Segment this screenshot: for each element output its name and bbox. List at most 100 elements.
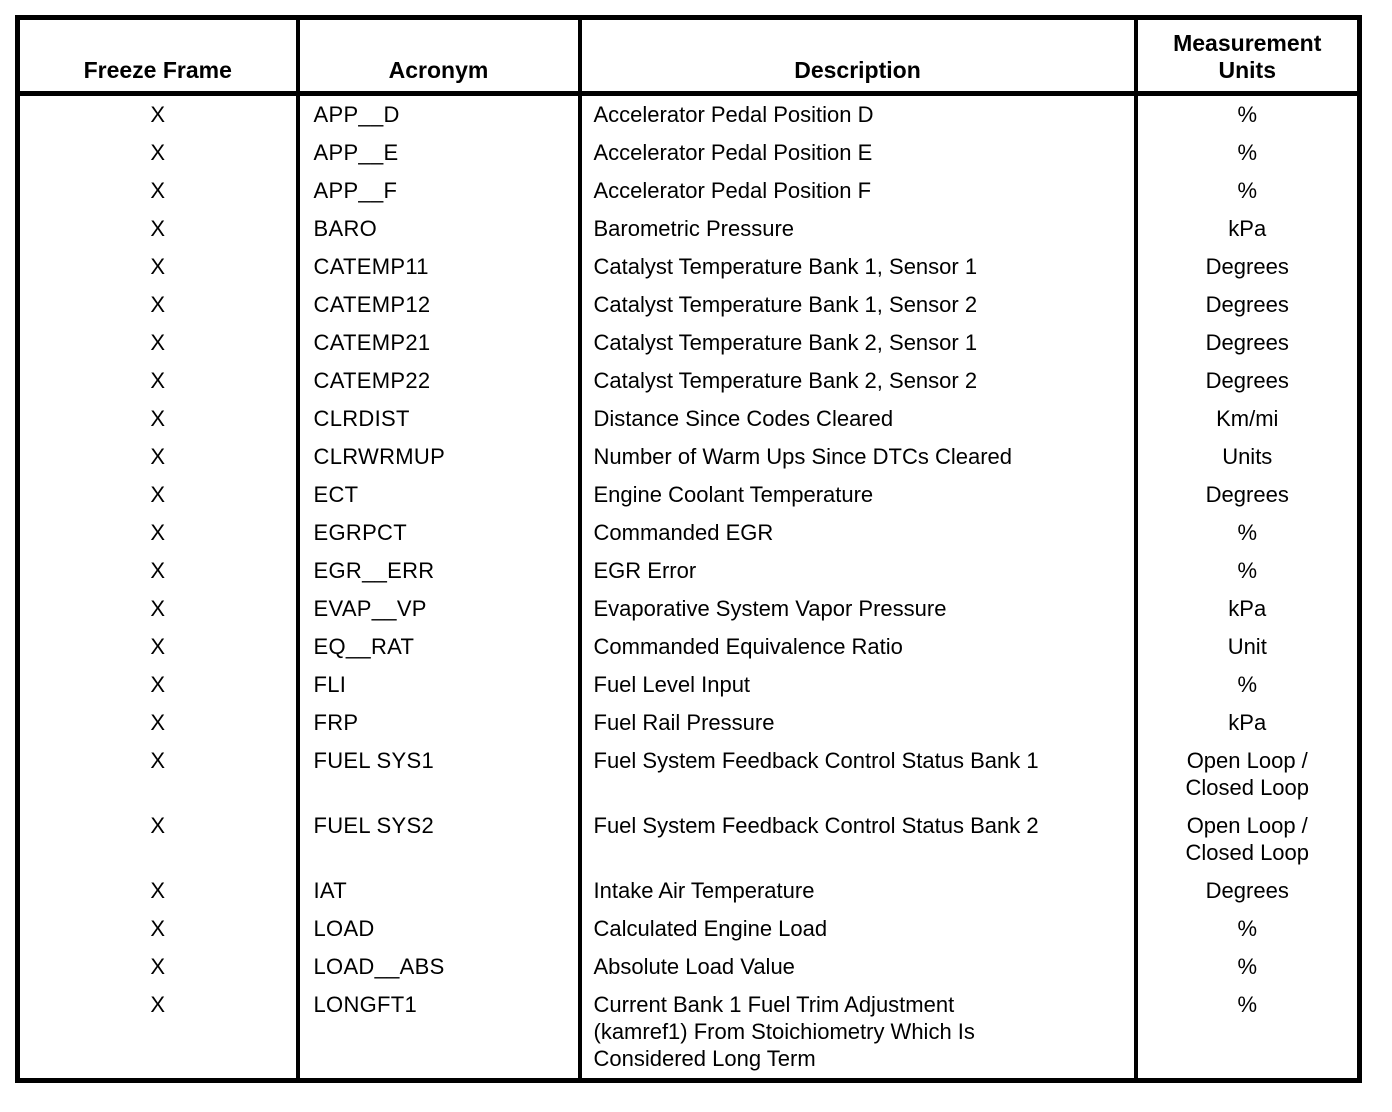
cell-acronym: ECT bbox=[295, 476, 580, 514]
cell-description: Commanded EGR bbox=[577, 514, 1136, 552]
cell-acronym: LONGFT1 bbox=[295, 986, 580, 1081]
cell-freeze-frame: X bbox=[150, 216, 166, 241]
cell-units: % bbox=[1133, 948, 1360, 986]
table-row: X APP__F Accelerator Pedal Position F % bbox=[18, 172, 1360, 210]
cell-acronym: CATEMP21 bbox=[295, 324, 580, 362]
cell-description: Engine Coolant Temperature bbox=[577, 476, 1136, 514]
cell-description: Catalyst Temperature Bank 1, Sensor 2 bbox=[577, 286, 1136, 324]
column-header-description: Description bbox=[577, 17, 1136, 96]
table-row: X EGRPCT Commanded EGR % bbox=[18, 514, 1360, 552]
cell-acronym: EGRPCT bbox=[295, 514, 580, 552]
table-row: X LONGFT1 Current Bank 1 Fuel Trim Adjus… bbox=[18, 986, 1360, 1081]
table-row: X EGR__ERR EGR Error % bbox=[18, 552, 1360, 590]
table-row: X BARO Barometric Pressure kPa bbox=[18, 210, 1360, 248]
cell-description: Intake Air Temperature bbox=[577, 872, 1136, 910]
cell-acronym: CATEMP22 bbox=[295, 362, 580, 400]
table-row: X CATEMP11 Catalyst Temperature Bank 1, … bbox=[18, 248, 1360, 286]
cell-units: % bbox=[1133, 910, 1360, 948]
table-row: X FLI Fuel Level Input % bbox=[18, 666, 1360, 704]
cell-freeze-frame: X bbox=[150, 710, 166, 735]
table-row: X FRP Fuel Rail Pressure kPa bbox=[18, 704, 1360, 742]
cell-description: Catalyst Temperature Bank 1, Sensor 1 bbox=[577, 248, 1136, 286]
table-body: X APP__D Accelerator Pedal Position D % … bbox=[18, 93, 1360, 1081]
cell-description: Commanded Equivalence Ratio bbox=[577, 628, 1136, 666]
cell-acronym: EQ__RAT bbox=[295, 628, 580, 666]
header-row: Freeze Frame Acronym Description Measure… bbox=[17, 17, 1360, 96]
cell-freeze-frame: X bbox=[150, 140, 166, 165]
cell-acronym: EGR__ERR bbox=[295, 552, 580, 590]
cell-units: Open Loop / Closed Loop bbox=[1133, 807, 1360, 872]
cell-description: Accelerator Pedal Position D bbox=[577, 93, 1136, 134]
cell-acronym: APP__F bbox=[295, 172, 580, 210]
cell-freeze-frame: X bbox=[150, 292, 166, 317]
table-row: X CLRDIST Distance Since Codes Cleared K… bbox=[18, 400, 1360, 438]
cell-units: Km/mi bbox=[1133, 400, 1360, 438]
cell-acronym: APP__E bbox=[295, 134, 580, 172]
cell-freeze-frame: X bbox=[150, 878, 166, 903]
cell-description: Barometric Pressure bbox=[577, 210, 1136, 248]
table-row: X LOAD Calculated Engine Load % bbox=[18, 910, 1360, 948]
cell-freeze-frame: X bbox=[150, 672, 166, 697]
cell-freeze-frame: X bbox=[150, 954, 166, 979]
cell-description: Accelerator Pedal Position F bbox=[577, 172, 1136, 210]
cell-units: Degrees bbox=[1133, 872, 1360, 910]
cell-freeze-frame: X bbox=[150, 178, 166, 203]
cell-acronym: CLRDIST bbox=[295, 400, 580, 438]
cell-description: Fuel System Feedback Control Status Bank… bbox=[577, 742, 1136, 807]
column-header-measurement-units: Measurement Units bbox=[1133, 17, 1360, 96]
cell-acronym: LOAD__ABS bbox=[295, 948, 580, 986]
cell-units: % bbox=[1133, 172, 1360, 210]
table-row: X IAT Intake Air Temperature Degrees bbox=[18, 872, 1360, 910]
cell-acronym: APP__D bbox=[295, 93, 580, 134]
table-row: X CATEMP22 Catalyst Temperature Bank 2, … bbox=[18, 362, 1360, 400]
cell-units: Degrees bbox=[1133, 476, 1360, 514]
cell-units: Units bbox=[1133, 438, 1360, 476]
cell-description: Distance Since Codes Cleared bbox=[577, 400, 1136, 438]
table-row: X EQ__RAT Commanded Equivalence Ratio Un… bbox=[18, 628, 1360, 666]
cell-freeze-frame: X bbox=[150, 254, 166, 279]
table-row: X CATEMP12 Catalyst Temperature Bank 1, … bbox=[18, 286, 1360, 324]
table-row: X CATEMP21 Catalyst Temperature Bank 2, … bbox=[18, 324, 1360, 362]
cell-description: Absolute Load Value bbox=[577, 948, 1136, 986]
cell-acronym: IAT bbox=[295, 872, 580, 910]
cell-freeze-frame: X bbox=[150, 444, 166, 469]
column-header-freeze-frame: Freeze Frame bbox=[17, 17, 298, 96]
cell-freeze-frame: X bbox=[150, 916, 166, 941]
table-row: X FUEL SYS1 Fuel System Feedback Control… bbox=[18, 742, 1360, 807]
cell-description: Accelerator Pedal Position E bbox=[577, 134, 1136, 172]
cell-freeze-frame: X bbox=[150, 634, 166, 659]
cell-description: Calculated Engine Load bbox=[577, 910, 1136, 948]
cell-description: Current Bank 1 Fuel Trim Adjustment (kam… bbox=[577, 986, 1136, 1081]
cell-freeze-frame: X bbox=[150, 102, 166, 127]
cell-description: Fuel System Feedback Control Status Bank… bbox=[577, 807, 1136, 872]
cell-acronym: CATEMP11 bbox=[295, 248, 580, 286]
cell-freeze-frame: X bbox=[150, 813, 166, 838]
cell-acronym: LOAD bbox=[295, 910, 580, 948]
table-row: X FUEL SYS2 Fuel System Feedback Control… bbox=[18, 807, 1360, 872]
cell-acronym: FUEL SYS1 bbox=[295, 742, 580, 807]
cell-units: % bbox=[1133, 986, 1360, 1081]
cell-freeze-frame: X bbox=[150, 482, 166, 507]
cell-description: Evaporative System Vapor Pressure bbox=[577, 590, 1136, 628]
cell-freeze-frame: X bbox=[150, 992, 166, 1017]
cell-description: Fuel Rail Pressure bbox=[577, 704, 1136, 742]
column-header-acronym: Acronym bbox=[295, 17, 580, 96]
cell-acronym: FRP bbox=[295, 704, 580, 742]
cell-freeze-frame: X bbox=[150, 406, 166, 431]
table-row: X CLRWRMUP Number of Warm Ups Since DTCs… bbox=[18, 438, 1360, 476]
freeze-frame-parameter-table: Freeze Frame Acronym Description Measure… bbox=[15, 15, 1362, 1083]
cell-units: % bbox=[1133, 552, 1360, 590]
cell-units: % bbox=[1133, 666, 1360, 704]
cell-acronym: FLI bbox=[295, 666, 580, 704]
cell-units: % bbox=[1133, 514, 1360, 552]
cell-units: Open Loop / Closed Loop bbox=[1133, 742, 1360, 807]
table-row: X ECT Engine Coolant Temperature Degrees bbox=[18, 476, 1360, 514]
cell-freeze-frame: X bbox=[150, 520, 166, 545]
cell-description: Fuel Level Input bbox=[577, 666, 1136, 704]
table-row: X APP__E Accelerator Pedal Position E % bbox=[18, 134, 1360, 172]
cell-description: Catalyst Temperature Bank 2, Sensor 1 bbox=[577, 324, 1136, 362]
cell-description: Catalyst Temperature Bank 2, Sensor 2 bbox=[577, 362, 1136, 400]
cell-units: Degrees bbox=[1133, 362, 1360, 400]
cell-units: Unit bbox=[1133, 628, 1360, 666]
cell-freeze-frame: X bbox=[150, 558, 166, 583]
